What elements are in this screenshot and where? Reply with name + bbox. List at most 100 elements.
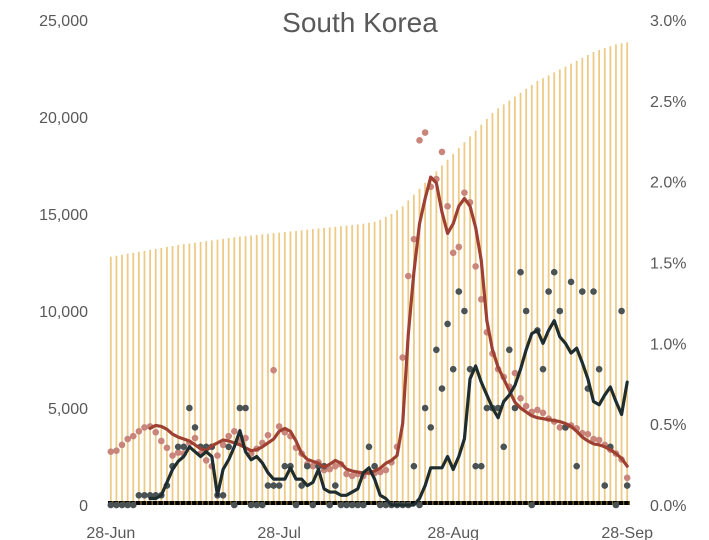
- baseline-notch: [482, 501, 484, 505]
- bar: [328, 227, 331, 505]
- dark-dot: [376, 501, 384, 509]
- baseline-notch: [224, 501, 226, 505]
- baseline-notch: [449, 501, 451, 505]
- baseline-notch: [578, 501, 580, 505]
- red-dot: [623, 474, 631, 482]
- x-tick-label: 28-Jul: [257, 525, 301, 540]
- baseline-notch: [522, 501, 524, 505]
- left-tick-label: 25,000: [39, 13, 88, 30]
- bar: [261, 234, 264, 505]
- baseline-notch: [623, 501, 625, 505]
- bar: [373, 221, 376, 505]
- dark-dot: [578, 288, 586, 295]
- dark-dot: [371, 462, 378, 470]
- baseline-notch: [325, 501, 327, 505]
- bar: [598, 50, 601, 505]
- bar: [384, 216, 387, 505]
- dark-dot: [483, 404, 491, 412]
- bar: [154, 248, 157, 506]
- baseline-notch: [611, 501, 614, 505]
- bar: [536, 81, 539, 506]
- bar: [429, 177, 432, 505]
- bar: [626, 42, 629, 506]
- red-line-series: [148, 175, 629, 475]
- bar: [525, 88, 528, 506]
- bar: [469, 136, 471, 505]
- bar: [216, 239, 219, 506]
- dark-dot: [264, 482, 272, 489]
- dark-dot: [449, 365, 457, 373]
- bar: [564, 66, 567, 505]
- bar: [177, 245, 180, 506]
- dark-dot: [343, 501, 350, 509]
- bar: [396, 210, 398, 505]
- dark-line-series: [148, 319, 629, 507]
- dark-dot: [236, 404, 244, 412]
- bar: [109, 256, 112, 505]
- red-dot: [124, 435, 131, 443]
- bar: [121, 254, 123, 505]
- bar: [542, 78, 544, 505]
- dark-dot: [230, 501, 238, 509]
- dark-dot: [506, 346, 513, 354]
- right-tick-label: 0.5%: [650, 417, 686, 434]
- dark-dot: [466, 365, 474, 373]
- red-dot: [399, 354, 406, 361]
- bar: [278, 232, 281, 505]
- baseline-notch: [550, 501, 552, 505]
- red-dot: [416, 136, 423, 144]
- baseline-notch: [477, 501, 479, 505]
- baseline-notch: [319, 501, 322, 505]
- left-axis-ticks: 0 5,000 10,000 15,000 20,000 25,000: [39, 13, 88, 515]
- bar: [530, 84, 533, 506]
- baseline-notch: [247, 501, 249, 505]
- bar: [368, 222, 370, 506]
- dark-dot: [253, 501, 261, 509]
- baseline-notch: [566, 501, 569, 505]
- red-dot: [158, 437, 165, 445]
- dark-dot: [433, 346, 440, 354]
- red-dot: [264, 431, 272, 439]
- red-dot: [472, 263, 479, 270]
- right-axis-ticks: 0.0% 0.5% 1.0% 1.5% 2.0% 2.5% 3.0%: [650, 13, 686, 515]
- baseline-notch: [454, 501, 456, 505]
- bar: [553, 72, 556, 505]
- dark-dot: [573, 462, 580, 470]
- bar: [575, 60, 578, 506]
- baseline-notch: [168, 501, 170, 505]
- dark-dot: [612, 501, 620, 509]
- bar: [457, 148, 460, 506]
- dark-dot: [118, 501, 126, 509]
- bar: [171, 246, 174, 505]
- red-dot: [404, 272, 412, 280]
- baseline-notch: [589, 501, 591, 505]
- dark-dot: [522, 307, 530, 315]
- bar: [126, 253, 129, 505]
- bar: [609, 46, 612, 505]
- baseline-notch: [269, 501, 271, 505]
- bar: [205, 241, 208, 505]
- red-dot: [152, 428, 160, 436]
- bar: [340, 226, 342, 505]
- baseline-band: [108, 501, 630, 505]
- bar: [581, 57, 584, 505]
- x-tick-label: 28-Sep: [601, 525, 653, 540]
- baseline-notch: [303, 501, 305, 505]
- baseline-notch: [628, 501, 630, 505]
- baseline-notch: [179, 501, 181, 505]
- dark-dot: [360, 501, 367, 509]
- baseline-notch: [471, 501, 473, 505]
- red-dot: [595, 436, 603, 444]
- red-dot: [461, 189, 468, 196]
- baseline-notch: [286, 501, 288, 505]
- red-dot: [444, 202, 451, 210]
- bar: [306, 229, 309, 505]
- bar: [289, 231, 292, 505]
- red-dot: [135, 427, 143, 435]
- dark-dot: [129, 501, 137, 509]
- bar: [210, 240, 213, 505]
- dark-dots-series: [107, 268, 631, 509]
- baseline-notch: [174, 501, 176, 505]
- bar: [323, 227, 325, 505]
- left-tick-label: 20,000: [39, 110, 88, 127]
